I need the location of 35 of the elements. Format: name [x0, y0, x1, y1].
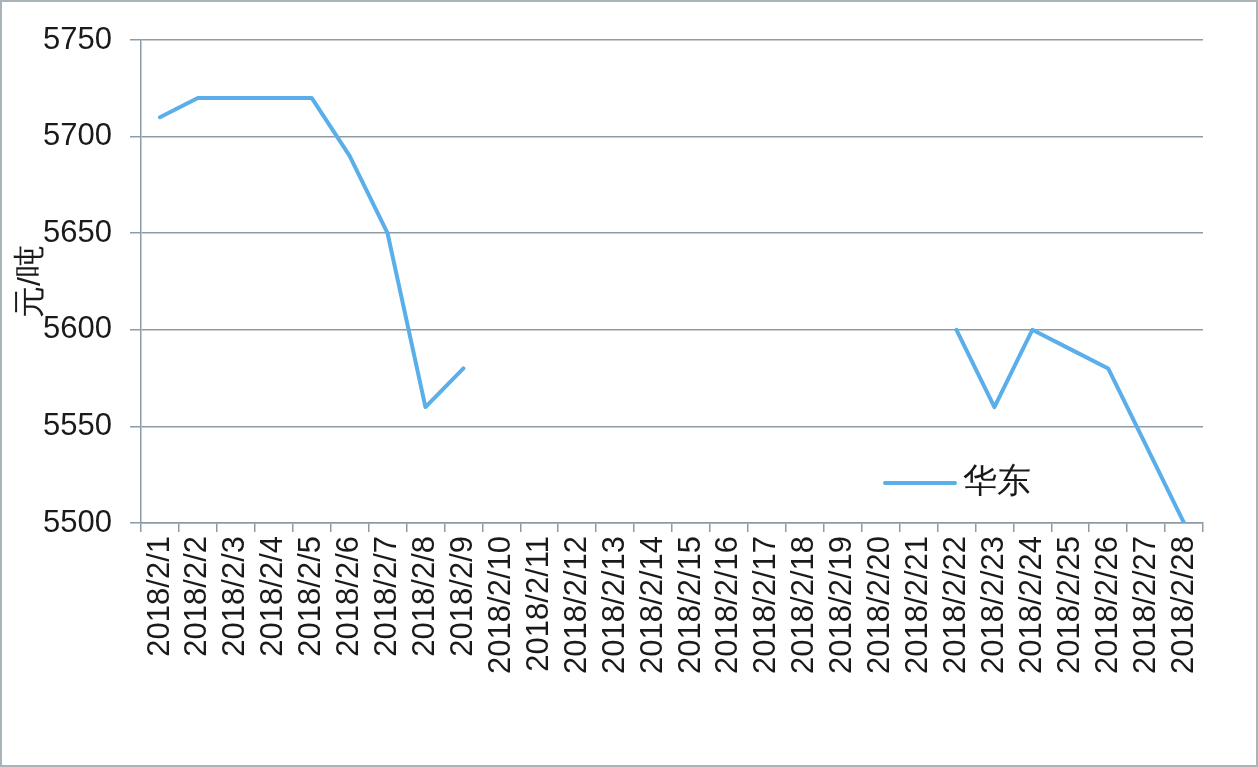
x-tick-label: 2018/2/8: [406, 536, 442, 657]
x-tick-label: 2018/2/3: [216, 536, 252, 657]
x-tick-label: 2018/2/24: [1012, 536, 1048, 674]
x-tick-label: 2018/2/27: [1126, 536, 1162, 674]
x-tick-label: 2018/2/18: [785, 536, 821, 674]
x-tick-label: 2018/2/5: [292, 536, 328, 657]
legend-label: 华东: [963, 461, 1031, 500]
y-tick-label: 5550: [43, 406, 112, 442]
x-tick-label: 2018/2/28: [1164, 536, 1200, 674]
y-tick-label: 5700: [43, 117, 112, 153]
x-tick-label: 2018/2/4: [254, 536, 290, 657]
x-tick-label: 2018/2/25: [1050, 536, 1086, 674]
x-tick-label: 2018/2/7: [368, 536, 404, 657]
x-tick-label: 2018/2/14: [633, 536, 669, 674]
x-tick-label: 2018/2/16: [709, 536, 745, 674]
y-tick-label: 5500: [43, 503, 112, 539]
x-tick-label: 2018/2/1: [140, 536, 176, 657]
y-tick-label: 5750: [43, 20, 112, 56]
x-tick-label: 2018/2/12: [557, 536, 593, 674]
x-tick-label: 2018/2/21: [899, 536, 935, 674]
x-tick-label: 2018/2/20: [861, 536, 897, 674]
x-tick-label: 2018/2/26: [1088, 536, 1124, 674]
x-tick-label: 2018/2/11: [519, 536, 555, 672]
x-tick-label: 2018/2/2: [178, 536, 214, 657]
x-tick-label: 2018/2/15: [671, 536, 707, 674]
x-tick-label: 2018/2/6: [330, 536, 366, 657]
y-tick-label: 5600: [43, 310, 112, 346]
x-tick-label: 2018/2/10: [481, 536, 517, 674]
y-tick-label: 5650: [43, 213, 112, 249]
x-tick-label: 2018/2/9: [443, 536, 479, 657]
x-tick-label: 2018/2/19: [823, 536, 859, 674]
x-tick-label: 2018/2/22: [937, 536, 973, 674]
x-tick-label: 2018/2/17: [747, 536, 783, 674]
x-tick-label: 2018/2/13: [595, 536, 631, 674]
x-tick-label: 2018/2/23: [974, 536, 1010, 674]
